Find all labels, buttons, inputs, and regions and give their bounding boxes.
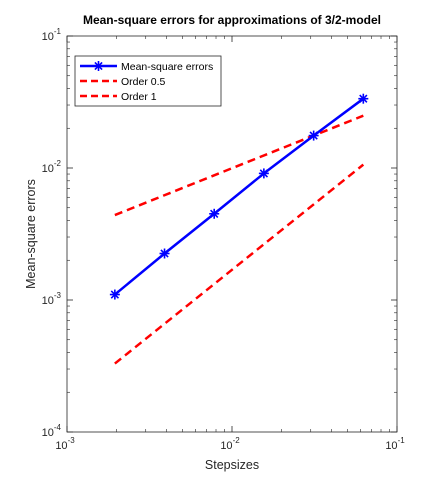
data-point — [258, 168, 269, 179]
y-tick-label: 10-1 — [42, 27, 62, 43]
series-layer — [109, 93, 369, 365]
data-point — [209, 208, 220, 219]
y-tick-base: 10 — [42, 31, 54, 43]
y-tick-exp: -4 — [54, 423, 62, 432]
y-tick-base: 10 — [42, 163, 54, 175]
x-axis-label: Stepsizes — [205, 458, 259, 472]
data-point — [358, 93, 369, 104]
axis-ticks: 10-3 10-2 10-110-410-310-210-1 — [42, 27, 406, 452]
legend: Mean-square errors Order 0.5 Order 1 — [74, 55, 222, 107]
y-tick-label: 10-4 — [42, 423, 62, 439]
legend-label-mse: Mean-square errors — [121, 61, 213, 73]
x-tick-exp: -2 — [233, 436, 241, 445]
x-tick-base: 10 — [385, 440, 397, 452]
x-tick-base: 10 — [220, 440, 232, 452]
legend-label-order-1: Order 1 — [121, 91, 157, 103]
x-tick-label: 10-2 — [220, 436, 240, 452]
y-tick-base: 10 — [42, 427, 54, 439]
series-line-order-1 — [114, 163, 365, 365]
x-tick-label: 10-1 — [385, 436, 405, 452]
x-tick-label: 10-3 — [55, 436, 75, 452]
legend-label-order-05: Order 0.5 — [121, 76, 166, 88]
series-line-order-05 — [114, 114, 364, 217]
data-point — [109, 289, 120, 300]
x-tick-exp: -1 — [398, 436, 406, 445]
x-tick-base: 10 — [55, 440, 67, 452]
y-tick-exp: -2 — [54, 159, 62, 168]
y-tick-exp: -1 — [54, 27, 62, 36]
x-tick-exp: -3 — [68, 436, 76, 445]
series-line-mse — [114, 97, 365, 296]
y-tick-label: 10-2 — [42, 159, 62, 175]
y-tick-exp: -3 — [54, 291, 62, 300]
data-point — [159, 248, 170, 259]
chart-title: Mean-square errors for approximations of… — [83, 13, 381, 27]
legend-marker-mse — [93, 61, 104, 71]
y-tick-label: 10-3 — [42, 291, 62, 307]
y-tick-base: 10 — [42, 295, 54, 307]
data-point — [308, 130, 319, 141]
y-axis-label: Mean-square errors — [24, 179, 38, 289]
